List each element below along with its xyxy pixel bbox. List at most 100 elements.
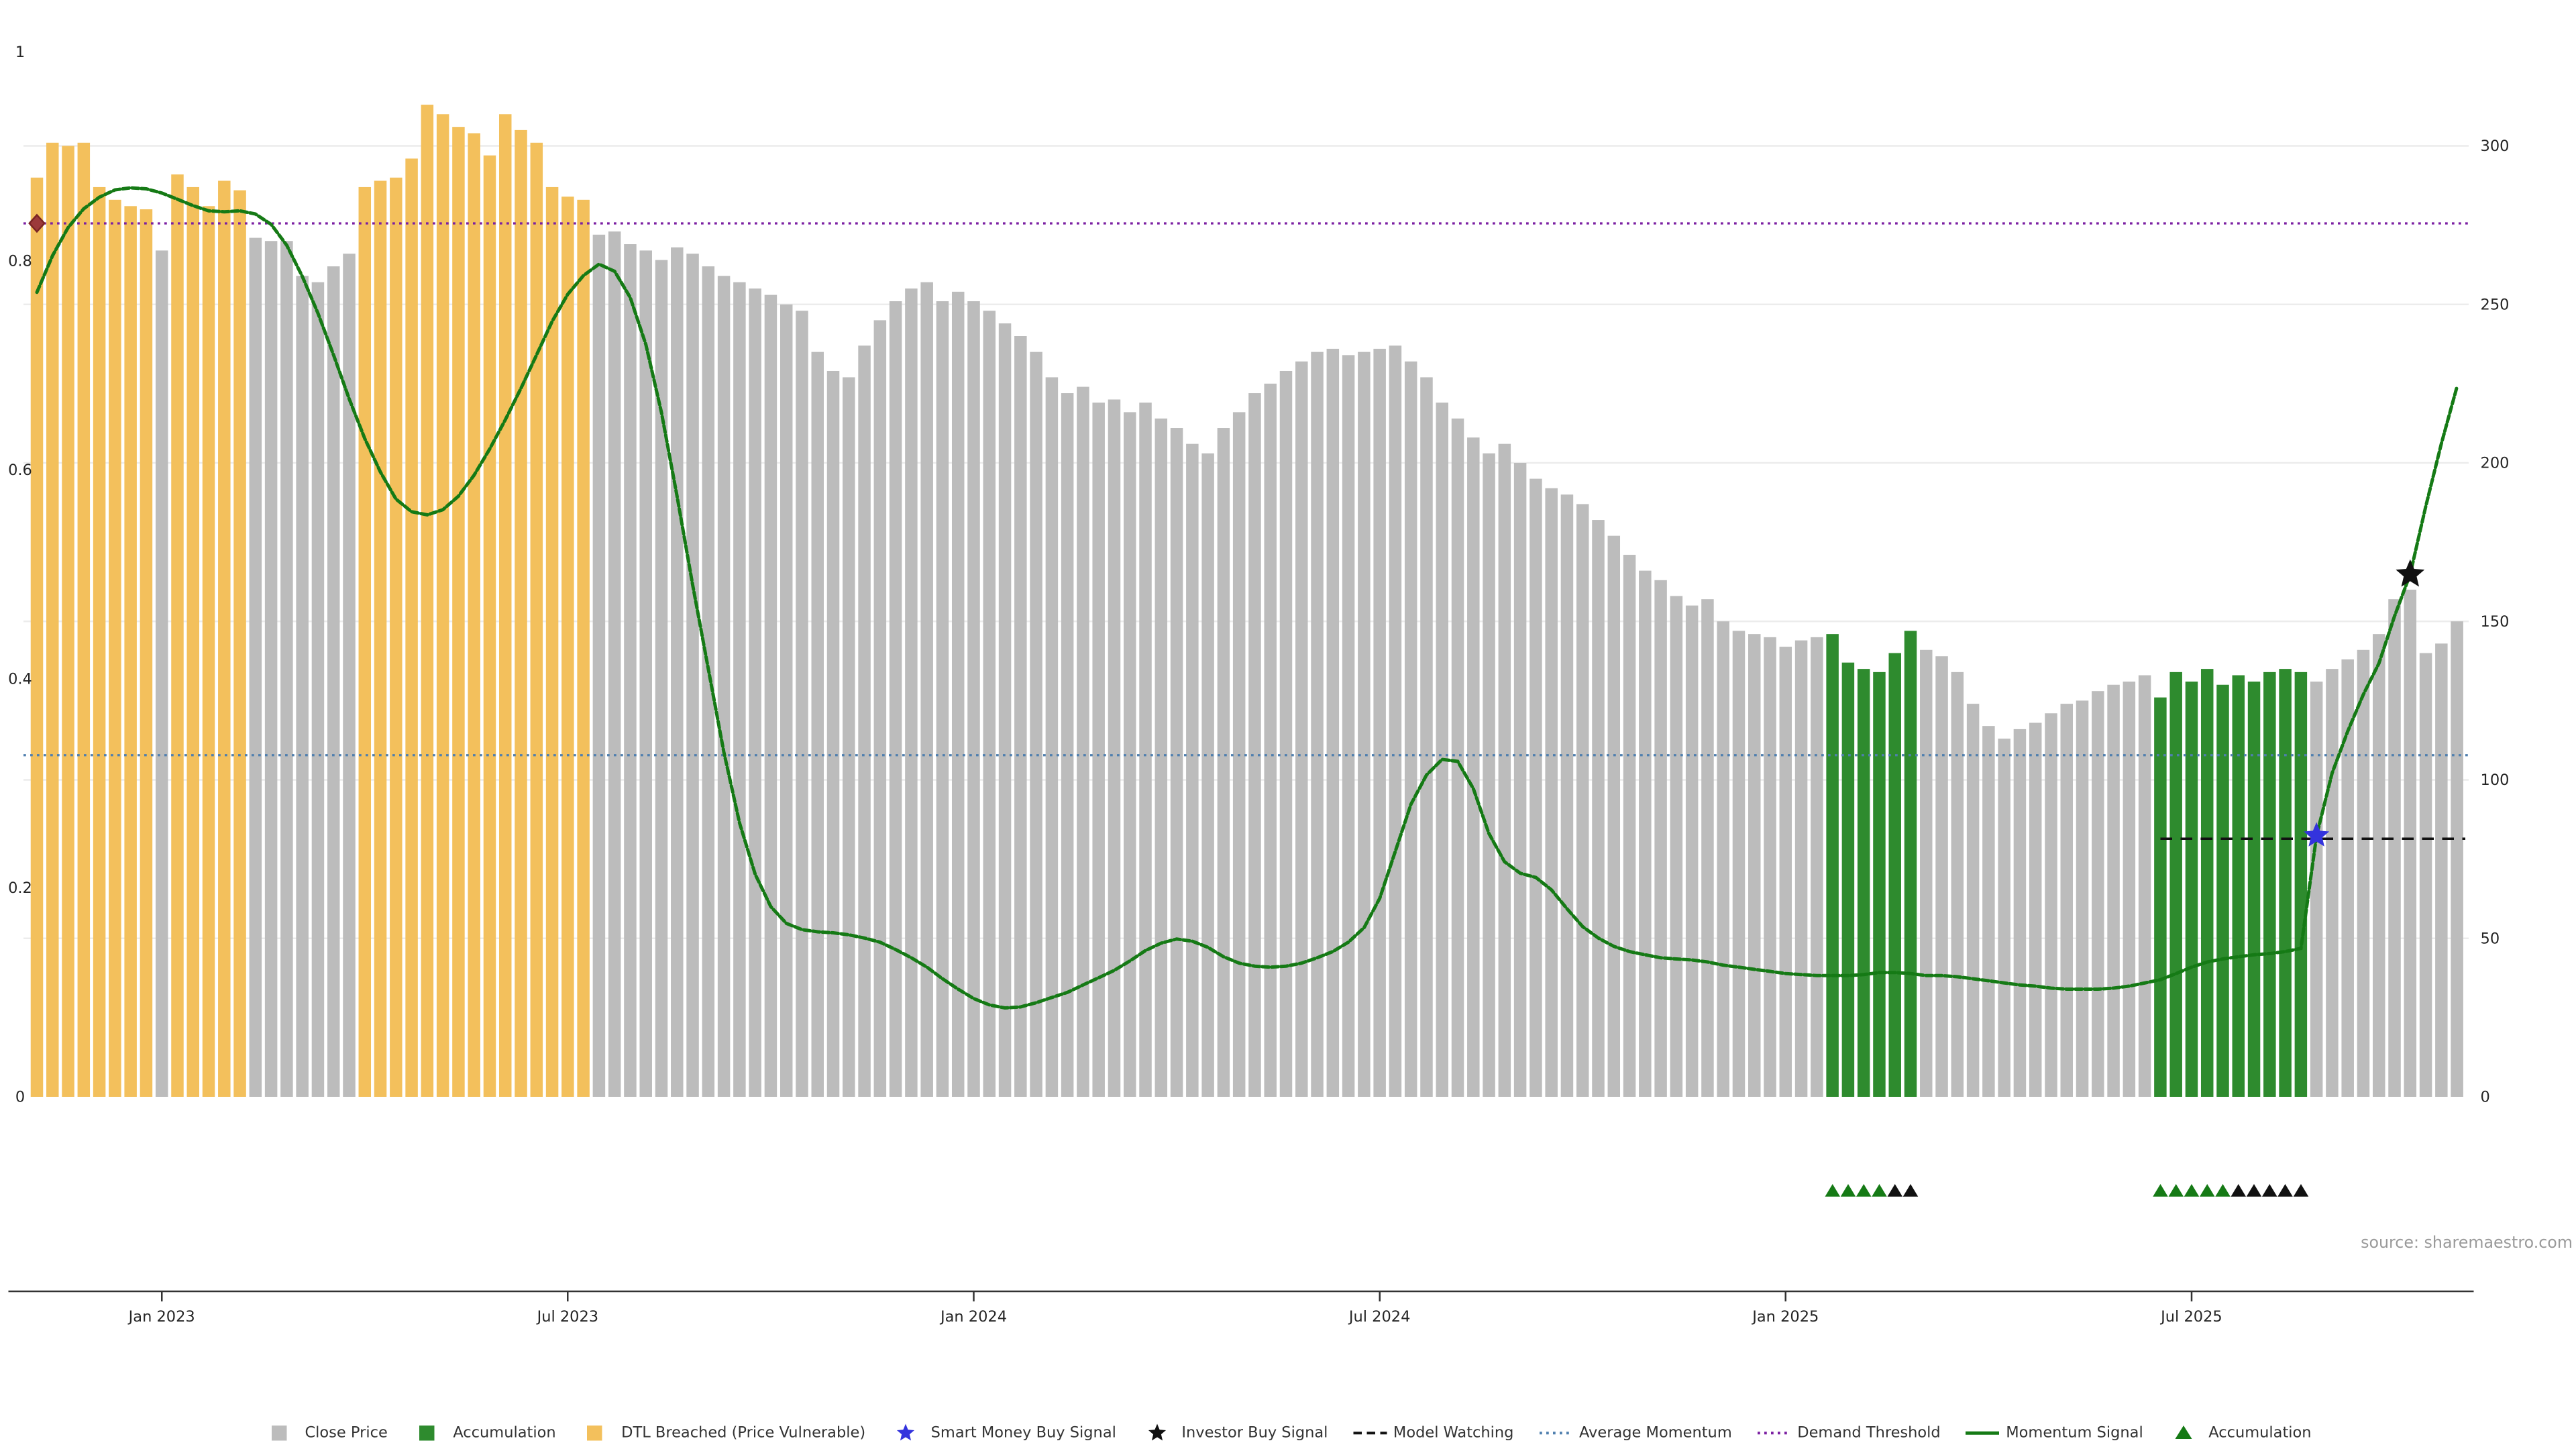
close-price-bar [2013,729,2027,1097]
accumulation-triangle-icon [2262,1184,2277,1197]
accumulation-triangle-icon [1887,1184,1902,1197]
close-price-bar [1045,377,1059,1097]
accumulation-triangle-icon [2168,1184,2184,1197]
close-price-bar [843,377,855,1097]
close-price-bar [1998,739,2010,1097]
close-price-bar [1201,453,1214,1097]
close-price-bar [296,276,309,1097]
close-price-bar [2107,684,2120,1097]
close-price-bar [2451,621,2463,1097]
close-price-bar [1155,418,1168,1097]
close-price-bar [733,282,746,1097]
close-price-bar [811,352,824,1097]
accumulation-triangle-icon [2184,1184,2200,1197]
close-price-bar [920,282,933,1097]
dtl-breached-bar [186,186,199,1097]
dtl-breached-bar [374,180,387,1097]
dtl-breached-bar [561,197,574,1097]
close-price-bar [1030,352,1042,1097]
accumulation-bar [2154,697,2167,1097]
close-price-bar [249,237,262,1097]
close-price-bar [2092,691,2104,1097]
accumulation-bar [2169,672,2182,1097]
x-axis-label: Jul 2025 [2159,1308,2222,1326]
close-price-bar [264,241,278,1097]
legend-item: DTL Breached (Price Vulnerable) [581,1424,865,1443]
close-price-bar [1436,402,1448,1097]
close-price-bar [1077,386,1089,1097]
close-price-bar [2373,634,2385,1097]
dtl-breached-bar [77,142,91,1097]
close-price-bar [1685,605,1699,1097]
close-price-bar [2357,649,2370,1097]
demand-breach-diamond-icon [28,213,46,233]
close-price-bar [639,250,652,1097]
accumulation-bar [2247,682,2261,1097]
close-price-bar [608,231,621,1097]
x-axis-label: Jan 2025 [1751,1308,1819,1326]
close-price-bar [1358,352,1371,1097]
close-price-bar [1779,647,1792,1097]
close-price-bar [1389,345,1402,1097]
legend-item: Smart Money Buy Signal [891,1424,1116,1443]
accumulation-triangle-icon [2200,1184,2215,1197]
close-price-bar [780,304,793,1097]
close-price-bar [1623,555,1636,1097]
dtl-breached-bar [405,158,418,1097]
accumulation-bar [1826,634,1839,1097]
accumulation-bar [1873,672,1886,1097]
accumulation-bar [1841,662,1855,1097]
close-price-bar [1701,599,1714,1097]
legend-label: Model Watching [1393,1424,1514,1442]
momentum-signal-line-icon [1966,1431,2000,1435]
accumulation-triangle-icon [1840,1184,1856,1197]
close-price-bar [655,260,668,1097]
close-price-bar [796,311,808,1097]
dtl-breached-bar [452,127,465,1097]
smart-money-star-icon [897,1424,915,1441]
close-price-bar [2310,682,2323,1097]
close-price-bar [764,294,777,1097]
left-axis-tick-label: 0 [15,1089,25,1106]
smart-money-buy-star-icon [2304,822,2330,847]
source-attribution: source: sharemaestro.com [2361,1234,2573,1253]
model-watching-dash-icon [1352,1432,1387,1435]
dtl-breached-bar [483,155,496,1097]
close-price-bar [343,254,356,1097]
close-price-bar [2123,682,2136,1097]
close-price-bar [1467,437,1480,1097]
close-price-bar [889,301,902,1097]
momentum-signal-line [35,186,2459,1010]
legend-item: Accumulation [413,1424,556,1443]
close-price-bar [2404,590,2417,1097]
close-price-bar [1576,504,1589,1097]
dtl-breached-bar [171,174,184,1097]
dtl-breached-bar [124,206,137,1097]
close-price-bar [1982,726,1995,1097]
close-price-bar [1279,370,1293,1097]
legend-label: Investor Buy Signal [1181,1424,1328,1442]
close-price-bar [280,241,293,1097]
close-price-bar [2029,722,2042,1097]
demand-threshold-dots-icon [1757,1432,1791,1435]
close-price-bar [1295,361,1308,1097]
dtl-breached-bar [202,206,215,1097]
close-price-bar [951,291,965,1097]
accumulation-bar [2216,684,2229,1097]
close-price-bar [905,288,918,1097]
legend-label: Close Price [305,1424,388,1442]
close-price-bar [2045,713,2057,1097]
close-price-bar [2138,675,2151,1097]
close-price-bar [1342,355,1355,1097]
accumulation-swatch-icon [419,1426,435,1441]
close-price-bar [1748,634,1761,1097]
left-axis-tick-label: 0.8 [8,253,32,270]
average-momentum-dots-icon [1538,1432,1572,1435]
close-price-bar [936,301,949,1097]
left-axis-tick-label: 0.4 [8,671,32,688]
legend-label: Accumulation [2208,1424,2312,1442]
close-price-bar [1794,640,1808,1097]
right-axis-tick-label: 200 [2481,455,2510,472]
dtl-breached-bar [421,105,434,1097]
accumulation-triangle-icon [1825,1184,1840,1197]
